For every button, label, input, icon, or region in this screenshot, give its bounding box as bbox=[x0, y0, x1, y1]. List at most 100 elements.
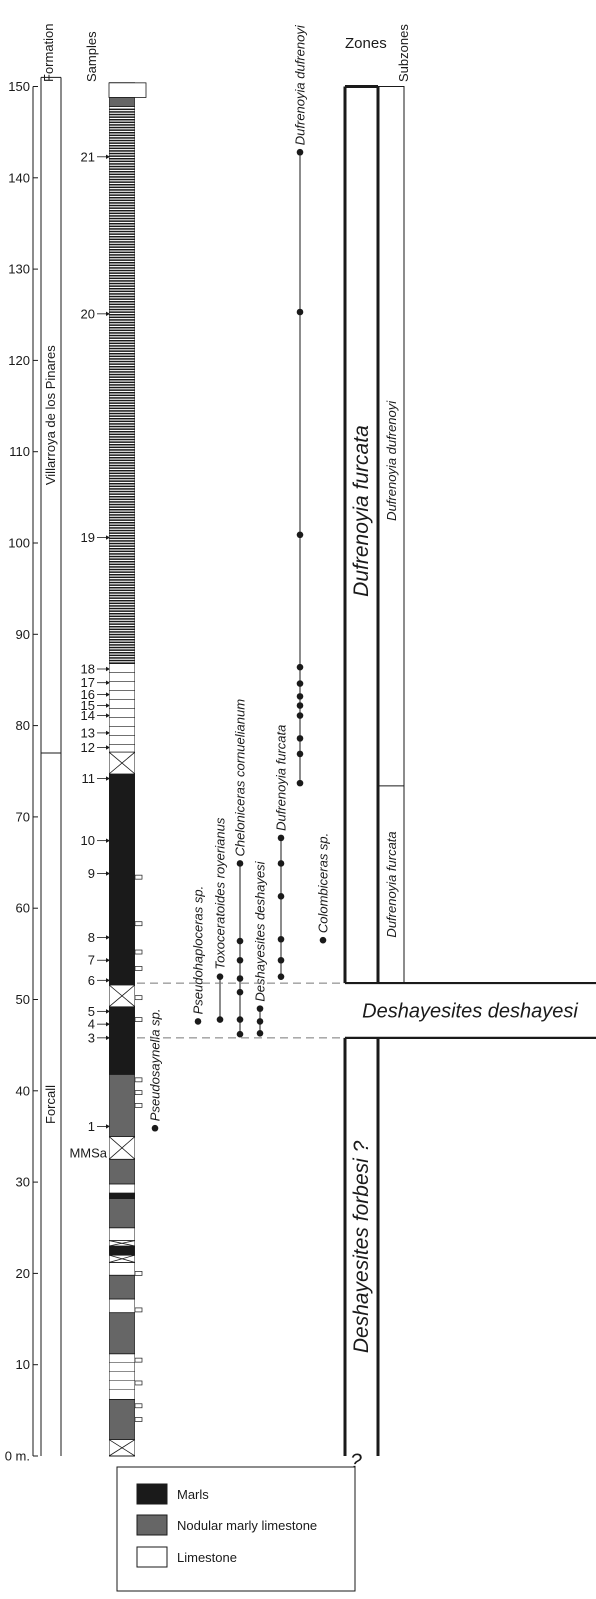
lithology-unit-limestone bbox=[109, 1262, 135, 1276]
lithology-band bbox=[109, 319, 135, 321]
sample-label: 18 bbox=[81, 661, 95, 676]
lithology-band bbox=[109, 623, 135, 625]
occurrence-dot bbox=[296, 779, 304, 787]
lithology-band bbox=[109, 607, 135, 610]
occurrence-dot bbox=[256, 1018, 264, 1025]
sample-label: 9 bbox=[88, 866, 95, 881]
occurrence-dot bbox=[236, 1016, 244, 1023]
lithology-band bbox=[109, 433, 135, 436]
axis-tick-label: 10 bbox=[16, 1357, 30, 1372]
lithology-unit-limestone bbox=[109, 663, 135, 753]
axis-tick-label: 30 bbox=[16, 1175, 30, 1190]
lithology-band bbox=[109, 633, 135, 636]
lithology-band bbox=[109, 420, 135, 423]
lithology-band bbox=[109, 129, 135, 131]
occurrence-dot bbox=[296, 735, 304, 742]
sample-arrowhead bbox=[106, 535, 110, 540]
lithology-band bbox=[109, 108, 135, 111]
lithology-band bbox=[109, 532, 135, 534]
zones-header: Zones bbox=[345, 35, 387, 52]
lithology-band bbox=[109, 306, 135, 308]
lithology-band bbox=[109, 116, 135, 118]
lithology-band bbox=[109, 472, 135, 475]
lithology-band bbox=[109, 285, 135, 287]
lithology-band bbox=[109, 163, 135, 165]
axis-tick-label: 70 bbox=[16, 809, 30, 824]
lithology-band bbox=[109, 194, 135, 196]
lithology-band bbox=[109, 397, 135, 399]
lithology-band bbox=[109, 625, 135, 628]
lithology-band bbox=[109, 584, 135, 586]
lithology-band bbox=[109, 222, 135, 225]
covered-cross bbox=[109, 1136, 135, 1160]
occurrence-dot bbox=[236, 937, 244, 945]
lithology-unit-nodular bbox=[109, 1274, 135, 1300]
lithology-band bbox=[109, 410, 135, 412]
occurrence-dot bbox=[277, 973, 285, 980]
lithology-band bbox=[109, 443, 135, 446]
lithology-band bbox=[109, 295, 135, 298]
covered-cross bbox=[109, 1240, 135, 1247]
lithology-band bbox=[109, 202, 135, 204]
lithology-band bbox=[109, 389, 135, 391]
lithology-band bbox=[109, 529, 135, 532]
axis-tick-label: 140 bbox=[8, 170, 30, 185]
lithology-band bbox=[109, 300, 135, 303]
lithology-band bbox=[109, 615, 135, 618]
lithology-band bbox=[109, 212, 135, 215]
covered-cross bbox=[109, 984, 135, 1008]
occurrence-dot bbox=[296, 693, 304, 700]
column-top-cap bbox=[108, 82, 147, 98]
occurrence-dot bbox=[236, 860, 244, 867]
occurrence-dot bbox=[194, 1018, 202, 1025]
covered-cross bbox=[109, 1254, 135, 1263]
sample-label: 6 bbox=[88, 973, 95, 988]
lithology-band bbox=[109, 521, 135, 524]
sample-arrowhead bbox=[106, 713, 110, 718]
occurrence-dot bbox=[296, 663, 304, 671]
lithology-band bbox=[109, 303, 135, 306]
lithology-band bbox=[109, 602, 135, 605]
lithology-unit-limestone bbox=[109, 1298, 135, 1314]
lithology-band bbox=[109, 534, 135, 537]
lithology-band bbox=[109, 254, 135, 256]
lithology-band bbox=[109, 347, 135, 350]
occurrence-dot bbox=[296, 750, 304, 758]
lithology-band bbox=[109, 176, 135, 178]
taxon-name: Toxoceratoides royerianus bbox=[213, 817, 228, 969]
lithology-band bbox=[109, 178, 135, 181]
legend-swatch-marls bbox=[136, 1483, 168, 1505]
lithology-band bbox=[109, 381, 135, 384]
axis-tick-label: 40 bbox=[16, 1083, 30, 1098]
occurrence-dot bbox=[236, 975, 244, 982]
lithology-band bbox=[109, 290, 135, 293]
occurrence-dot bbox=[216, 1016, 224, 1023]
lithology-band bbox=[109, 121, 135, 124]
lithology-band bbox=[109, 649, 135, 651]
sample-arrowhead bbox=[106, 1124, 110, 1129]
lithology-column bbox=[109, 82, 135, 1457]
occurrence-dot bbox=[277, 893, 285, 900]
sample-label: 20 bbox=[81, 306, 95, 321]
lithology-band bbox=[109, 280, 135, 282]
limestone-bed-notch bbox=[134, 995, 143, 1001]
lithology-band bbox=[109, 243, 135, 246]
lithology-band bbox=[109, 298, 135, 300]
lithology-band bbox=[109, 638, 135, 641]
sample-label: 15 bbox=[81, 698, 95, 713]
lithology-band bbox=[109, 267, 135, 269]
lithology-band bbox=[109, 334, 135, 337]
lithology-band bbox=[109, 514, 135, 516]
occurrence-dot bbox=[216, 973, 224, 980]
lithology-band bbox=[109, 558, 135, 560]
lithology-band bbox=[109, 113, 135, 116]
lithology-band bbox=[109, 371, 135, 373]
lithology-band bbox=[109, 459, 135, 462]
legend-swatch-nodular bbox=[136, 1514, 168, 1536]
lithology-band bbox=[109, 568, 135, 571]
limestone-bed-notch bbox=[134, 1103, 143, 1108]
lithology-band bbox=[109, 220, 135, 222]
axis-tick-label: 130 bbox=[8, 262, 30, 277]
lithology-band bbox=[109, 456, 135, 459]
lithology-band bbox=[109, 620, 135, 623]
